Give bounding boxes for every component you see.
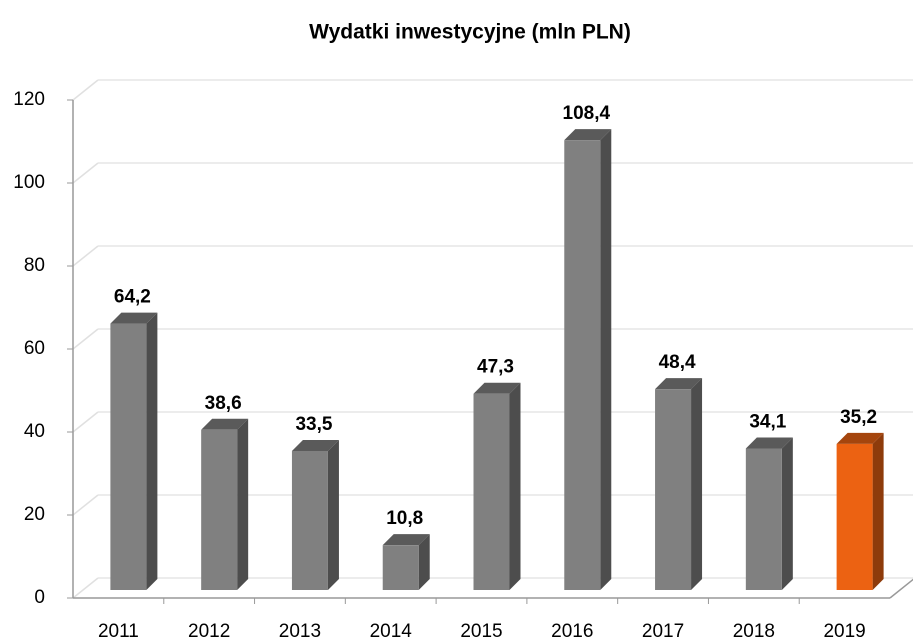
value-label: 108,4 xyxy=(563,103,611,124)
grid-line xyxy=(72,162,99,184)
y-tick-label: 0 xyxy=(34,587,45,608)
value-label: 38,6 xyxy=(205,393,242,414)
value-label: 64,2 xyxy=(114,287,151,308)
bar-side xyxy=(418,534,430,590)
value-label: 10,8 xyxy=(386,508,423,529)
bar-top xyxy=(110,312,158,324)
bar xyxy=(836,443,873,590)
y-tick-label: 120 xyxy=(13,89,45,110)
x-tick-label: 2017 xyxy=(642,621,684,642)
value-label: 48,4 xyxy=(659,352,696,373)
bar-top xyxy=(655,378,703,390)
bar xyxy=(291,450,328,590)
bar-top xyxy=(201,418,249,430)
grid-line xyxy=(72,577,99,599)
value-label: 34,1 xyxy=(749,412,786,433)
bar-side xyxy=(509,382,521,590)
x-tick-label: 2012 xyxy=(188,621,230,642)
bar-side xyxy=(691,378,703,590)
grid-line xyxy=(72,245,99,267)
bar-top xyxy=(473,382,521,394)
bar-side xyxy=(327,439,339,590)
bar-side xyxy=(237,418,249,590)
bar xyxy=(201,429,238,590)
y-tick-label: 100 xyxy=(13,172,45,193)
bar xyxy=(655,389,692,590)
bar-side xyxy=(872,432,884,590)
x-tick-label: 2018 xyxy=(733,621,775,642)
bar xyxy=(473,393,510,590)
y-tick-label: 40 xyxy=(24,421,45,442)
grid-line xyxy=(72,328,99,350)
y-tick-label: 20 xyxy=(24,504,45,525)
x-tick-label: 2016 xyxy=(551,621,593,642)
grid-line xyxy=(72,494,99,516)
x-tick-label: 2013 xyxy=(279,621,321,642)
bar-side xyxy=(781,437,793,590)
bar-top xyxy=(291,439,339,451)
x-tick-label: 2014 xyxy=(370,621,413,642)
grid-line xyxy=(72,79,99,101)
grid-line xyxy=(72,411,99,433)
chart-title: Wydatki inwestycyjne (mln PLN) xyxy=(309,21,631,44)
value-label: 47,3 xyxy=(477,357,514,378)
bar xyxy=(745,448,782,590)
x-axis-depth xyxy=(889,578,913,599)
y-tick-label: 80 xyxy=(24,255,45,276)
bar xyxy=(564,140,601,590)
bar xyxy=(110,323,147,590)
bar-top xyxy=(564,129,612,141)
y-tick-label: 60 xyxy=(24,338,45,359)
x-tick-label: 2019 xyxy=(823,621,865,642)
bar-side xyxy=(600,129,612,590)
value-label: 35,2 xyxy=(840,407,877,428)
value-label: 33,5 xyxy=(295,414,332,435)
bar xyxy=(382,545,419,590)
bar-top xyxy=(382,534,430,546)
x-tick-label: 2011 xyxy=(98,621,139,642)
bar-top xyxy=(836,432,884,444)
bar-side xyxy=(146,312,158,590)
bar-top xyxy=(745,437,793,449)
x-tick-label: 2015 xyxy=(460,621,502,642)
